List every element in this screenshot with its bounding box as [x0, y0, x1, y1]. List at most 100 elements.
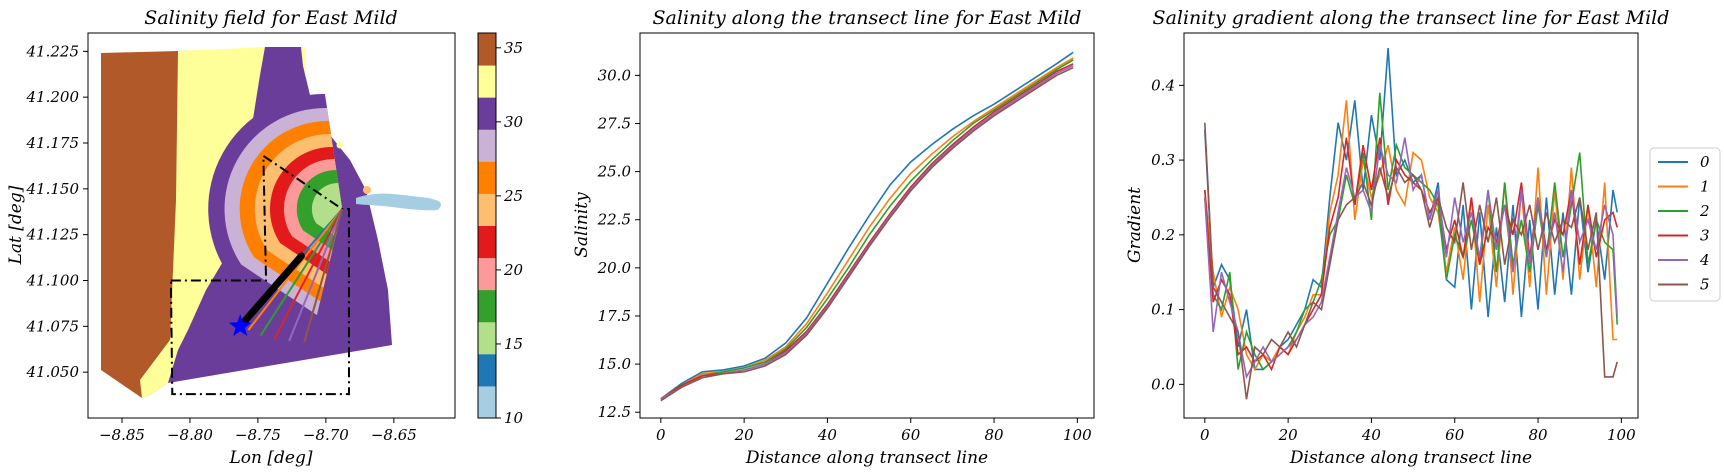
- legend-item: 5: [1658, 276, 1710, 294]
- colorbar-segment: [478, 161, 496, 194]
- salinity-field-panel: Salinity field for East Mild −8.85 −8.80 −…: [6, 7, 456, 468]
- legend: 0 1 2 3 4 5: [1649, 147, 1721, 302]
- y-tick-label: 0.3: [1151, 151, 1175, 169]
- colorbar-segment: [478, 225, 496, 259]
- legend-label: 1: [1700, 178, 1710, 196]
- plume-dot: [363, 186, 371, 194]
- x-tick-label: 80: [1528, 426, 1548, 444]
- colorbar-segment: [478, 289, 496, 323]
- salinity-field-xticks: −8.85 −8.80 −8.75 −8.70 −8.65: [99, 418, 417, 444]
- x-tick-label: −8.75: [235, 426, 281, 444]
- gradient-xticks: 0 20 40 60 80 100: [1200, 418, 1636, 444]
- salinity-transect-series: [660, 51, 1074, 402]
- plume-dot: [311, 99, 319, 107]
- series-line-5: [660, 66, 1074, 402]
- salinity-field-frame: [87, 32, 456, 419]
- x-tick-label: 0: [656, 426, 666, 444]
- x-tick-label: 0: [1200, 426, 1210, 444]
- colorbar-segment: [478, 257, 496, 291]
- region-polygon: [169, 153, 350, 396]
- colorbar-segment: [478, 129, 496, 162]
- colorbar-frame: [477, 32, 497, 419]
- legend-label: 3: [1700, 227, 1710, 245]
- y-tick-label: 41.200: [26, 88, 80, 106]
- y-tick-label: 41.100: [26, 272, 80, 290]
- salinity-field-plot: [101, 47, 441, 398]
- y-tick-label: 0.4: [1151, 76, 1175, 94]
- colorbar-segment: [478, 97, 496, 130]
- star-marker: [228, 314, 252, 336]
- x-tick-label: 40: [817, 426, 838, 444]
- colorbar-tick-label: 30: [504, 113, 524, 131]
- y-tick-label: 17.5: [598, 307, 631, 325]
- colorbar-ticks: 10 15 20 25 30 35: [496, 39, 524, 427]
- y-tick-label: 0.2: [1151, 226, 1175, 244]
- salinity-transect-xticks: 0 20 40 60 80 100: [656, 418, 1092, 444]
- series-line-2: [1204, 92, 1618, 371]
- series-line-2: [660, 59, 1074, 400]
- legend-label: 0: [1700, 153, 1710, 171]
- colorbar-segment: [478, 33, 496, 66]
- x-tick-label: 80: [984, 426, 1004, 444]
- legend-label: 4: [1699, 251, 1710, 269]
- x-tick-label: −8.65: [371, 426, 417, 444]
- legend-label: 5: [1700, 276, 1710, 294]
- y-tick-label: 15.0: [598, 355, 632, 373]
- colorbar-tick-label: 15: [504, 335, 523, 353]
- series-line-1: [660, 57, 1074, 400]
- gradient-frame: [1183, 32, 1639, 419]
- salinity-transect-yticks: 12.5 15.0 17.5 20.0 22.5 25.0 27.5 30.0: [597, 66, 640, 421]
- series-line-4: [1204, 137, 1618, 380]
- x-tick-label: 100: [1607, 426, 1636, 444]
- salinity-axis-label: Salinity: [572, 192, 592, 258]
- main-transect-line: [236, 252, 305, 330]
- gradient-axis-label: Gradient: [1125, 187, 1145, 263]
- gradient-panel: Salinity gradient along the transect lin…: [1125, 7, 1669, 468]
- y-tick-label: 41.175: [26, 134, 80, 152]
- x-tick-label: −8.80: [167, 426, 213, 444]
- colorbar-segment: [478, 385, 496, 419]
- transect-line: [288, 208, 344, 342]
- y-tick-label: 30.0: [598, 66, 632, 84]
- gradient-series: [1204, 47, 1618, 400]
- colorbar-tick-label: 20: [503, 261, 524, 279]
- y-tick-label: 41.225: [26, 42, 80, 60]
- colorbar-tick-label: 35: [504, 39, 523, 57]
- y-tick-label: 41.050: [26, 363, 80, 381]
- lon-axis-label: Lon [deg]: [229, 448, 313, 468]
- gradient-yticks: 0.0 0.1 0.2 0.3 0.4: [1151, 76, 1184, 393]
- y-tick-label: 12.5: [598, 403, 631, 421]
- salinity-colorbar: 10 15 20 25 30 35: [477, 32, 524, 427]
- legend-label: 2: [1699, 202, 1710, 220]
- x-tick-label: −8.85: [99, 426, 145, 444]
- legend-item: 3: [1658, 227, 1710, 245]
- gradient-title: Salinity gradient along the transect lin…: [1153, 7, 1670, 29]
- transect-line: [247, 208, 343, 331]
- salinity-field-title: Salinity field for East Mild: [144, 7, 397, 29]
- y-tick-label: 20.0: [597, 259, 632, 277]
- y-tick-label: 22.5: [597, 211, 631, 229]
- legend-item: 0: [1658, 153, 1710, 171]
- distance-axis-label: Distance along transect line: [745, 448, 988, 468]
- colorbar-segment: [478, 193, 496, 226]
- salinity-transect-frame: [639, 32, 1095, 419]
- legend-item: 1: [1658, 178, 1710, 196]
- y-tick-label: 41.125: [26, 226, 80, 244]
- colorbar-segment: [478, 353, 496, 387]
- salinity-transect-title: Salinity along the transect line for Eas…: [653, 7, 1082, 29]
- x-tick-label: 100: [1063, 426, 1092, 444]
- river-plume: [356, 193, 441, 211]
- salinity-transect-panel: Salinity along the transect line for Eas…: [572, 7, 1095, 468]
- x-tick-label: 40: [1361, 426, 1382, 444]
- series-line-5: [1204, 122, 1618, 400]
- y-tick-label: 27.5: [597, 114, 631, 132]
- y-tick-label: 41.075: [26, 317, 80, 335]
- colorbar-tick-label: 25: [503, 187, 523, 205]
- legend-item: 2: [1658, 202, 1710, 220]
- transect-line: [259, 208, 344, 337]
- colorbar-tick-label: 10: [504, 409, 524, 427]
- transect-line: [303, 208, 344, 344]
- x-tick-label: 60: [901, 426, 921, 444]
- x-tick-label: 20: [1278, 426, 1299, 444]
